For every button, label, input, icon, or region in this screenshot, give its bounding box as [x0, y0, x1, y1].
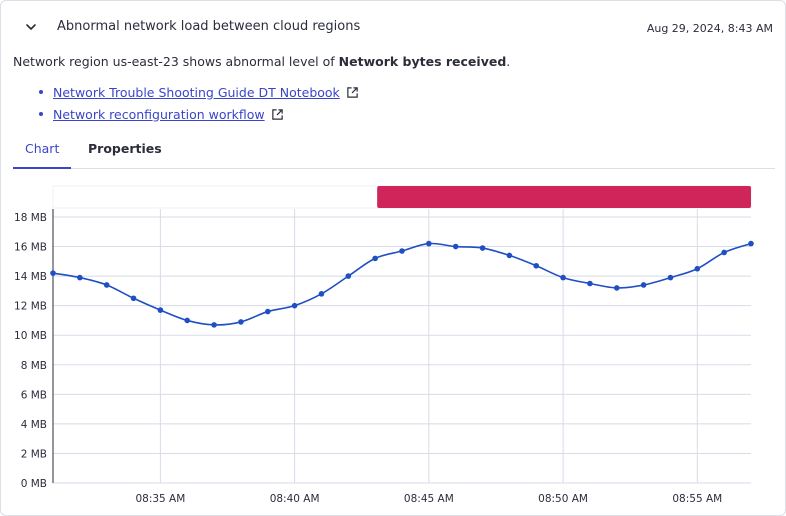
data-point [479, 245, 486, 251]
data-point [452, 243, 459, 250]
anomaly-band [377, 186, 751, 208]
description-suffix: . [506, 54, 511, 69]
data-point [533, 262, 540, 269]
bullet [39, 90, 43, 94]
y-tick-label: 12 MB [14, 301, 47, 313]
y-tick-label: 8 MB [21, 360, 47, 372]
data-point [318, 291, 325, 297]
x-tick-label: 08:55 AM [672, 493, 722, 505]
data-point [399, 248, 405, 254]
data-point [426, 240, 432, 247]
data-point [130, 295, 137, 302]
data-point [264, 308, 271, 315]
description-metric: Network bytes received [338, 54, 507, 69]
y-tick-label: 4 MB [21, 419, 47, 431]
network-bytes-chart[interactable]: 0 MB 2 MB 4 MB 6 MB 8 MB 10 MB 12 MB 14 MB 16 MB… [1, 177, 786, 516]
y-tick-label: 14 MB [14, 271, 47, 283]
chevron-down-icon[interactable] [23, 19, 39, 35]
data-point [640, 282, 647, 288]
data-point [667, 274, 674, 281]
data-point [748, 240, 754, 247]
tab-chart[interactable]: Chart [13, 141, 72, 169]
x-tick-label: 08:50 AM [538, 493, 588, 505]
x-tick-label: 08:40 AM [270, 493, 320, 505]
data-point [211, 322, 217, 328]
data-point [506, 252, 513, 259]
external-link-icon[interactable] [271, 108, 284, 121]
troubleshooting-notebook-link[interactable]: Network Trouble Shooting Guide DT Notebo… [53, 84, 340, 100]
y-tick-label: 0 MB [21, 478, 47, 490]
data-point [345, 273, 352, 279]
related-links: Network Trouble Shooting Guide DT Notebo… [39, 81, 359, 125]
data-point [721, 249, 727, 256]
card-header[interactable]: Abnormal network load between cloud regi… [1, 1, 785, 57]
bullet [39, 112, 43, 116]
data-point [103, 282, 110, 288]
problem-description: Network region us-east-23 shows abnormal… [13, 54, 510, 69]
data-point [694, 265, 701, 272]
description-prefix: Network region us-east-23 shows abnormal… [13, 54, 339, 69]
y-tick-label: 18 MB [14, 212, 47, 224]
x-tick-label: 08:35 AM [135, 493, 185, 505]
problem-title: Abnormal network load between cloud regi… [57, 19, 361, 34]
y-tick-label: 16 MB [14, 242, 47, 254]
reconfiguration-workflow-link[interactable]: Network reconfiguration workflow [53, 106, 265, 122]
data-point [77, 274, 83, 281]
problem-timestamp: Aug 29, 2024, 8:43 AM [646, 22, 773, 35]
external-link-icon[interactable] [346, 86, 359, 99]
y-tick-label: 6 MB [21, 389, 47, 401]
data-point [157, 307, 164, 313]
data-point [560, 274, 566, 281]
data-point [587, 280, 593, 287]
data-point [613, 285, 620, 291]
data-point [372, 255, 378, 262]
tab-properties[interactable]: Properties [88, 141, 162, 156]
link-item: Network reconfiguration workflow [39, 103, 359, 125]
data-point [50, 270, 56, 276]
x-tick-label: 08:45 AM [404, 493, 454, 505]
data-point [238, 319, 244, 325]
y-tick-label: 10 MB [14, 330, 47, 342]
y-tick-label: 2 MB [21, 448, 47, 460]
data-point [291, 302, 298, 309]
link-item: Network Trouble Shooting Guide DT Notebo… [39, 81, 359, 103]
data-point [184, 317, 191, 324]
tab-bar: Chart Properties [13, 137, 775, 169]
